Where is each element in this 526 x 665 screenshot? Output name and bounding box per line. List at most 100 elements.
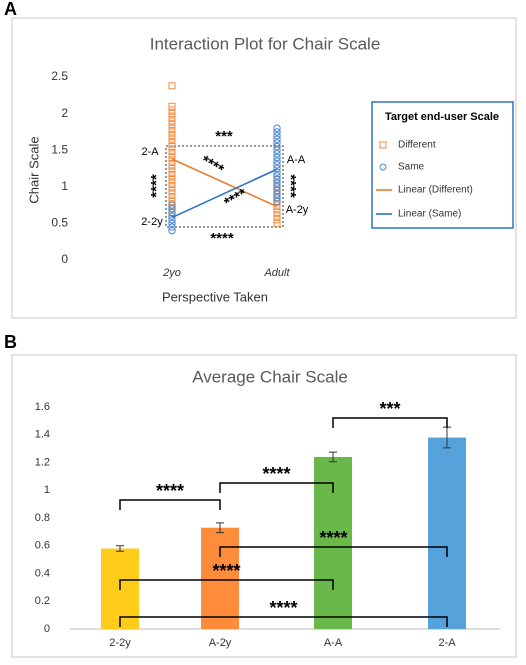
annotation: A-A xyxy=(287,154,306,166)
x-tick-label: A-2y xyxy=(209,637,232,649)
point xyxy=(273,161,281,169)
point xyxy=(273,146,281,154)
point xyxy=(168,223,176,231)
point xyxy=(168,132,176,140)
y-tick-label: 0.6 xyxy=(35,540,50,552)
significance: **** xyxy=(319,528,347,548)
point xyxy=(168,113,176,121)
significance: **** xyxy=(269,598,297,618)
y-tick-label: 1 xyxy=(44,484,50,496)
point xyxy=(168,219,176,228)
y-tick-label: 0.2 xyxy=(35,595,50,607)
y-tick-label: 1 xyxy=(61,179,68,193)
point xyxy=(168,194,176,202)
annotation: A-2y xyxy=(286,204,309,216)
legend-label: Same xyxy=(398,162,425,173)
point xyxy=(273,128,281,136)
point xyxy=(273,216,281,224)
annotation: 2-2y xyxy=(141,216,163,228)
x-axis-label: Perspective Taken xyxy=(162,289,268,304)
point xyxy=(273,164,281,173)
point xyxy=(168,186,176,194)
annotation: *** xyxy=(215,128,233,145)
bracket xyxy=(219,546,448,557)
point xyxy=(168,146,176,154)
legend-title: Target end-user Scale xyxy=(385,111,499,123)
point xyxy=(168,205,176,213)
error-bar xyxy=(216,522,224,534)
bracket xyxy=(119,616,448,627)
point xyxy=(273,131,281,140)
point xyxy=(273,186,281,195)
point xyxy=(168,143,176,151)
trend-line xyxy=(171,168,278,219)
bracket xyxy=(119,579,334,590)
legend-label: Different xyxy=(398,140,436,151)
legend-label: Linear (Same) xyxy=(398,209,461,220)
annotation: **** xyxy=(282,174,299,198)
point xyxy=(273,208,281,216)
bracket xyxy=(332,417,448,428)
point xyxy=(273,139,281,147)
x-tick-label: A-A xyxy=(324,637,343,649)
point xyxy=(168,208,176,217)
point xyxy=(273,124,281,132)
point xyxy=(273,135,281,143)
point xyxy=(273,179,281,187)
point xyxy=(168,117,176,125)
point xyxy=(273,197,281,206)
point xyxy=(168,179,176,187)
point xyxy=(168,197,176,205)
significance: **** xyxy=(156,481,184,501)
point xyxy=(168,124,176,132)
significance: **** xyxy=(262,464,290,484)
y-tick-label: 1.4 xyxy=(35,429,50,441)
panel-label: A xyxy=(4,0,17,19)
point xyxy=(168,135,176,143)
y-tick-label: 0.5 xyxy=(51,216,68,230)
point xyxy=(168,183,176,191)
y-tick-label: 1.6 xyxy=(35,401,50,413)
panel-label: B xyxy=(4,332,17,352)
y-tick-label: 2 xyxy=(61,106,68,120)
point xyxy=(168,161,176,169)
point xyxy=(168,201,176,209)
point xyxy=(168,190,176,198)
point xyxy=(168,172,176,180)
point xyxy=(273,183,281,191)
bracket xyxy=(119,499,221,510)
point xyxy=(168,102,176,110)
y-axis-label: Chair Scale xyxy=(26,136,41,203)
point xyxy=(273,153,281,162)
legend-box xyxy=(371,101,514,229)
point xyxy=(168,128,176,136)
point xyxy=(168,106,176,114)
point xyxy=(168,139,176,147)
dotted-box xyxy=(165,145,284,228)
point xyxy=(168,165,176,172)
bracket xyxy=(219,482,334,493)
point xyxy=(168,150,176,158)
y-tick-label: 0.8 xyxy=(35,512,50,524)
x-tick-label: 2-A xyxy=(438,637,456,649)
error-bar xyxy=(116,545,124,552)
x-tick-label: 2-2y xyxy=(109,637,131,649)
y-tick-label: 2.5 xyxy=(51,69,68,83)
point xyxy=(168,175,176,183)
point xyxy=(273,150,281,158)
x-tick-label: 2yo xyxy=(162,267,181,279)
legend-marker xyxy=(379,163,387,171)
point xyxy=(168,82,176,90)
point xyxy=(273,219,281,227)
point xyxy=(273,194,281,202)
trend-line xyxy=(171,158,278,208)
point xyxy=(273,175,281,184)
point xyxy=(168,121,176,129)
y-tick-label: 0 xyxy=(61,252,68,266)
y-tick-label: 1.2 xyxy=(35,456,50,468)
annotation: **** xyxy=(148,174,165,198)
point xyxy=(273,142,281,151)
chart-title: Interaction Plot for Chair Scale xyxy=(150,34,381,53)
annotation: 2-A xyxy=(141,146,159,158)
